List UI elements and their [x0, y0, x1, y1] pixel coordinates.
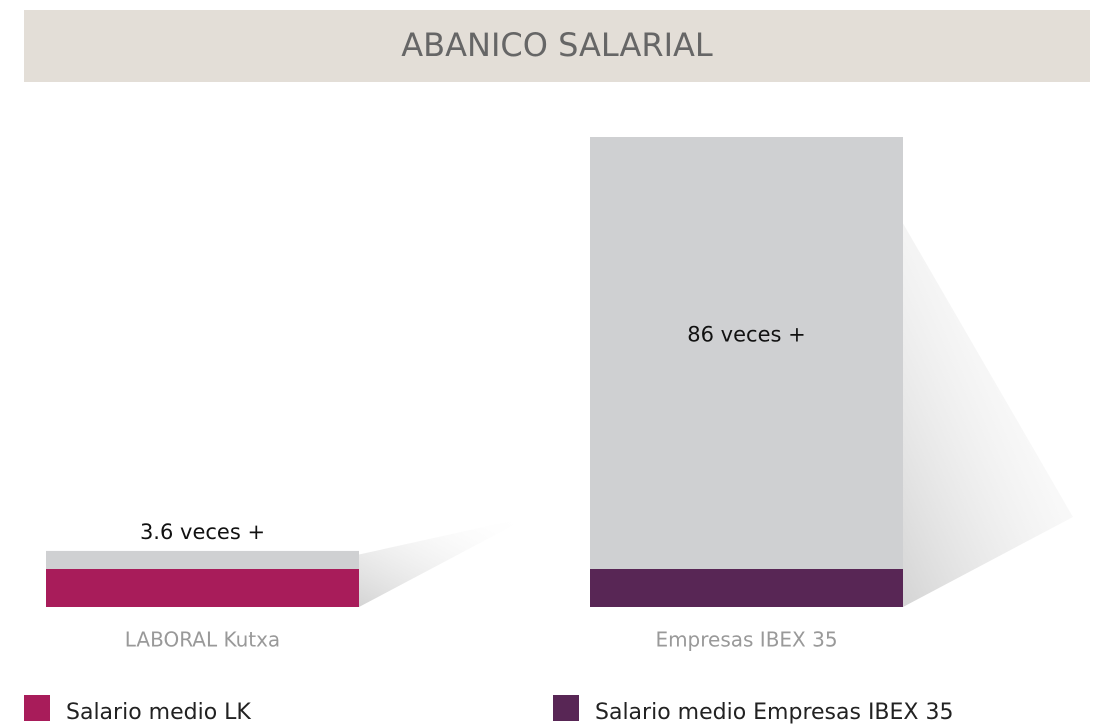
bar	[590, 137, 903, 569]
legend-label: Salario medio LK	[66, 700, 251, 725]
base-segment	[46, 569, 359, 607]
legend-label: Salario medio Empresas IBEX 35	[595, 700, 953, 725]
legend-swatch	[553, 695, 579, 721]
title-banner	[24, 10, 1090, 82]
x-tick-label: LABORAL Kutxa	[125, 628, 280, 652]
bar-shadow	[359, 517, 529, 607]
value-label: 86 veces +	[687, 323, 805, 347]
bar-shadow	[903, 223, 1073, 607]
value-label: 3.6 veces +	[140, 520, 265, 544]
legend-swatch	[24, 695, 50, 721]
chart-title: ABANICO SALARIAL	[401, 26, 713, 64]
base-segment	[590, 569, 903, 607]
x-tick-label: Empresas IBEX 35	[655, 628, 837, 652]
bar	[46, 550, 359, 569]
